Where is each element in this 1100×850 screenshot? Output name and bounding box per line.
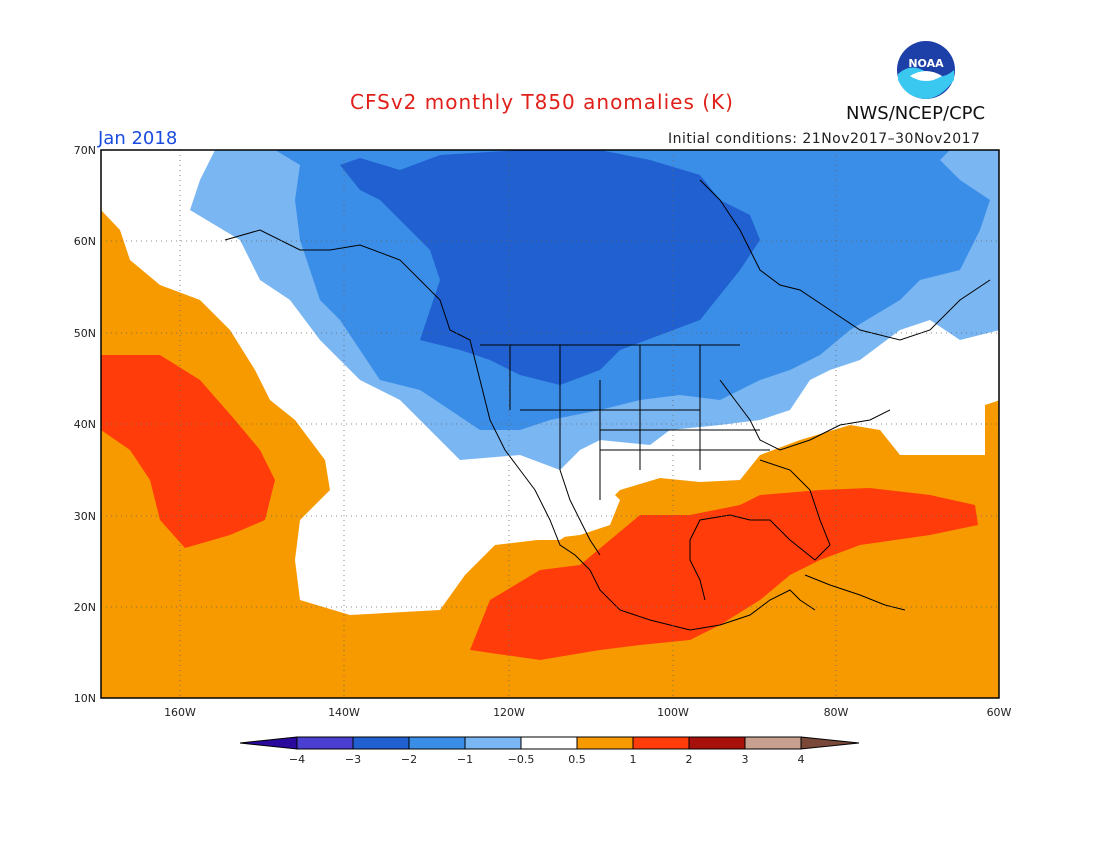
colorbar: −4 −3 −2 −1 −0.5 0.5 1 2 3 4 (239, 736, 860, 766)
lat-label: 30N (74, 510, 96, 523)
forecast-month: Jan 2018 (98, 128, 178, 149)
colorbar-tick-label: 2 (686, 753, 693, 766)
colorbar-tick-label: −2 (401, 753, 417, 766)
colorbar-segment (520, 736, 578, 750)
colorbar-arrow-low (239, 736, 298, 750)
noaa-logo-icon: NOAA (897, 41, 955, 99)
lat-label: 50N (74, 327, 96, 340)
colorbar-segment (352, 736, 410, 750)
lon-label: 100W (657, 706, 689, 719)
lon-label: 80W (824, 706, 849, 719)
map-title: CFSv2 monthly T850 anomalies (K) (350, 90, 734, 114)
anomaly-field (101, 150, 999, 698)
logo-text: NOAA (908, 57, 944, 70)
colorbar-tick-label: 3 (742, 753, 749, 766)
colorbar-segment (408, 736, 466, 750)
lat-label: 20N (74, 601, 96, 614)
lon-label: 140W (328, 706, 360, 719)
agency-label: NWS/NCEP/CPC (846, 103, 986, 124)
colorbar-tick-label: −1 (457, 753, 473, 766)
lat-label: 70N (74, 144, 96, 157)
colorbar-tick-label: −3 (345, 753, 361, 766)
colorbar-segment (688, 736, 746, 750)
colorbar-tick-label: 4 (798, 753, 805, 766)
colorbar-tick-label: −0.5 (508, 753, 535, 766)
colorbar-arrow-high (800, 736, 860, 750)
warm-pacific-red (101, 355, 275, 548)
warm-gulf-red (470, 488, 978, 660)
cold-canada-core (340, 150, 760, 385)
lon-label: 120W (493, 706, 525, 719)
initial-conditions: Initial conditions: 21Nov2017–30Nov2017 (668, 131, 981, 147)
colorbar-segment (296, 736, 354, 750)
colorbar-segment (576, 736, 634, 750)
map-frame (100, 149, 1000, 699)
colorbar-tick-label: 1 (630, 753, 637, 766)
colorbar-segment (632, 736, 690, 750)
lon-label: 160W (164, 706, 196, 719)
colorbar-tick-label: −4 (289, 753, 305, 766)
lat-label: 40N (74, 418, 96, 431)
latitude-labels: 70N 60N 50N 40N 30N 20N 10N (74, 144, 96, 705)
colorbar-segment (464, 736, 522, 750)
colorbar-tick-label: 0.5 (568, 753, 586, 766)
lat-label: 60N (74, 235, 96, 248)
lat-label: 10N (74, 692, 96, 705)
colorbar-segment (744, 736, 802, 750)
longitude-labels: 160W 140W 120W 100W 80W 60W (164, 706, 1011, 719)
lon-label: 60W (987, 706, 1012, 719)
